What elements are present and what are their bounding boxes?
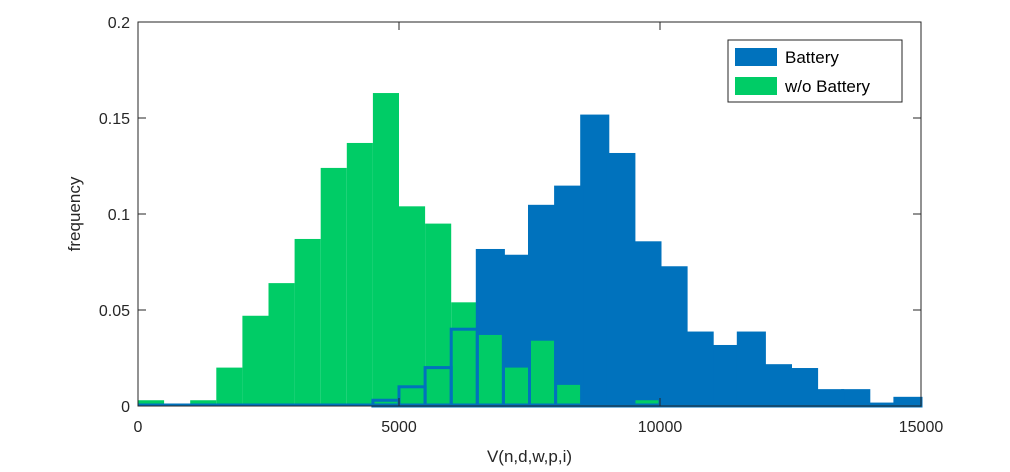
bar-battery — [712, 346, 739, 406]
y-axis: 0 0.05 0.1 0.15 0.2 — [99, 15, 921, 416]
bar-without-battery — [242, 315, 269, 406]
bar-battery — [894, 398, 921, 406]
bar-without-battery — [451, 302, 478, 406]
legend-label-without-battery: w/o Battery — [784, 77, 871, 96]
bar-without-battery — [477, 334, 504, 406]
bar-battery — [842, 390, 869, 406]
y-tick-label: 0.15 — [99, 111, 130, 128]
bar-without-battery — [346, 142, 373, 406]
bar-without-battery — [294, 238, 321, 406]
y-axis-label: frequency — [65, 176, 84, 251]
bar-without-battery — [425, 223, 452, 406]
x-axis: 0 5000 10000 15000 — [134, 22, 944, 436]
bar-without-battery — [529, 340, 556, 406]
legend-swatch-without-battery — [735, 77, 777, 95]
y-tick-label: 0.2 — [108, 15, 130, 32]
x-tick-label: 15000 — [899, 419, 944, 436]
x-tick-label: 0 — [134, 419, 143, 436]
bar-without-battery — [320, 167, 347, 406]
x-tick-label: 5000 — [381, 419, 417, 436]
bar-battery — [790, 369, 817, 406]
bar-without-battery — [372, 93, 399, 406]
y-tick-label: 0.1 — [108, 207, 130, 224]
bar-without-battery — [503, 367, 530, 406]
x-tick-label: 10000 — [638, 419, 683, 436]
bar-without-battery — [138, 400, 165, 406]
bar-without-battery — [190, 400, 217, 406]
bar-battery — [660, 267, 687, 406]
bar-battery — [607, 154, 634, 406]
bar-battery — [816, 390, 843, 406]
without-battery-bars — [138, 93, 660, 406]
bar-without-battery — [555, 384, 582, 406]
bar-without-battery — [268, 283, 295, 406]
bar-battery — [555, 187, 582, 406]
bar-battery — [633, 242, 660, 406]
bar-without-battery — [399, 206, 426, 406]
bar-battery — [686, 333, 713, 406]
bar-battery — [738, 333, 765, 406]
bar-without-battery — [216, 367, 243, 406]
legend: Battery w/o Battery — [727, 39, 903, 103]
x-axis-label: V(n,d,w,p,i) — [487, 447, 572, 466]
bar-without-battery — [633, 400, 660, 406]
legend-label-battery: Battery — [785, 48, 839, 67]
y-tick-label: 0.05 — [99, 303, 130, 320]
y-tick-label: 0 — [121, 399, 130, 416]
bar-battery — [764, 365, 791, 406]
legend-swatch-battery — [735, 48, 777, 66]
bar-battery — [581, 116, 608, 406]
